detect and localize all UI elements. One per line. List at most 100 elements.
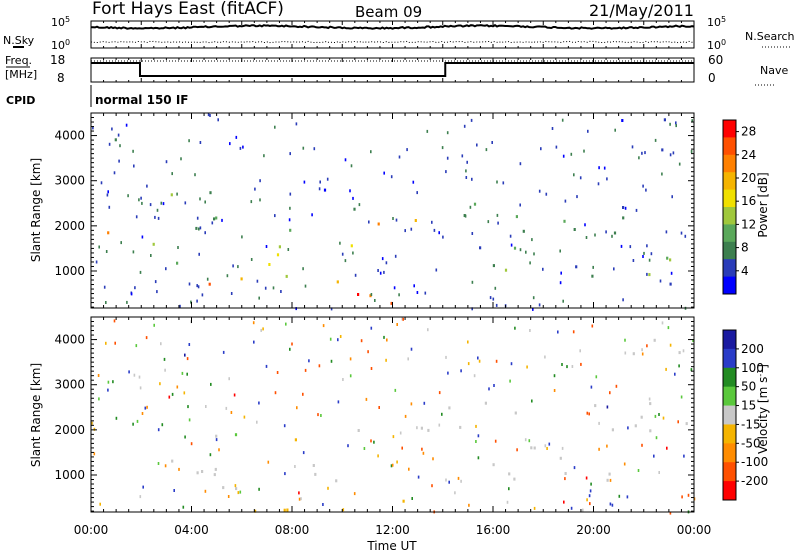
noise-cell — [445, 355, 447, 359]
colorbar-segment — [723, 137, 736, 156]
noise-cell — [390, 175, 393, 179]
noise-cell — [494, 286, 497, 290]
noise-cell — [199, 197, 201, 201]
noise-cell — [228, 377, 230, 381]
noise-cell — [438, 231, 440, 235]
noise-cell — [551, 127, 554, 130]
echo-cell — [484, 401, 487, 405]
noise-cell — [586, 498, 588, 502]
noise-cell — [519, 162, 522, 166]
noise-cell — [662, 416, 665, 420]
colorbar-segment — [723, 154, 736, 173]
noise-cell — [267, 460, 270, 464]
x-tick-label: 00:00 — [677, 523, 712, 537]
noise-cell — [478, 359, 481, 363]
noise-cell — [510, 362, 513, 366]
noise-cell — [209, 114, 211, 117]
noise-cell — [655, 436, 658, 440]
noise-cell — [468, 503, 470, 507]
noise-cell — [186, 357, 189, 361]
noise-cell — [92, 126, 94, 130]
noise-cell — [327, 486, 329, 490]
x-tick-label: 12:00 — [375, 523, 410, 537]
noise-cell — [603, 166, 606, 170]
noise-cell — [466, 160, 468, 164]
noise-cell — [446, 131, 449, 135]
noise-cell — [272, 286, 275, 290]
noise-cell — [508, 487, 510, 491]
noise-cell — [401, 446, 403, 450]
noise-cell — [133, 373, 136, 377]
noise-cell — [113, 171, 116, 175]
noise-cell — [627, 426, 629, 430]
colorbar-tick-label: 50 — [741, 380, 756, 394]
noise-cell — [570, 506, 573, 510]
noise-cell — [289, 192, 292, 196]
noise-cell — [252, 321, 255, 325]
noise-cell — [394, 254, 397, 258]
noise-cell — [103, 285, 106, 289]
noise-cell — [132, 422, 134, 426]
noise-cell — [509, 379, 511, 383]
noise-cell — [533, 252, 535, 256]
noise-cell — [311, 213, 313, 217]
noise-cell — [423, 401, 426, 405]
noise-cell — [392, 435, 395, 439]
noise-cell — [410, 402, 413, 406]
noise-cell — [204, 489, 207, 493]
velocity-panel: 1000 2000 3000 4000 00:00 04:00 08:00 12:00 16:0… — [29, 316, 712, 553]
noise-cell — [383, 270, 385, 274]
noise-cell — [274, 214, 276, 218]
noise-cell — [582, 508, 584, 512]
noise-cell — [209, 453, 212, 457]
cpid-label: CPID — [6, 94, 35, 107]
nsearch-trace — [90, 40, 695, 44]
nsky-trace — [90, 24, 695, 30]
noise-cell — [626, 495, 629, 499]
echo-cell — [215, 434, 218, 438]
noise-cell — [562, 299, 564, 303]
echo-cell — [414, 219, 417, 222]
echo-cell — [353, 207, 356, 211]
echo-cell — [669, 258, 672, 262]
noise-cell — [206, 277, 209, 281]
noise-cell — [179, 304, 181, 308]
noise-cell — [285, 322, 287, 326]
noise-cell — [563, 500, 565, 504]
colorbar-segment — [723, 224, 736, 243]
noise-cell — [624, 206, 627, 210]
noise-cell — [585, 476, 588, 480]
noise-cell — [370, 367, 373, 370]
noise-cell — [564, 477, 566, 481]
noise-cell — [529, 329, 531, 332]
noise-cell — [413, 284, 415, 288]
colorbar-tick-label: 20 — [741, 171, 756, 185]
noise-cell — [396, 323, 398, 326]
noise-cell — [595, 375, 598, 379]
echo-cell — [107, 231, 110, 235]
noise-cell — [404, 229, 406, 233]
echo-cell — [176, 261, 179, 265]
echo-cell — [420, 426, 423, 430]
noise-cell — [687, 493, 690, 497]
noise-cell — [680, 231, 683, 235]
noise-cell — [377, 269, 379, 272]
noise-cell — [642, 184, 644, 188]
noise-cell — [221, 218, 223, 222]
noise-cell — [690, 368, 693, 372]
noise-cell — [140, 196, 142, 200]
noise-cell — [160, 201, 163, 205]
noise-cell — [615, 384, 618, 388]
noise-cell — [108, 142, 111, 146]
noise-cell — [461, 154, 464, 158]
noise-cell — [391, 463, 394, 467]
noise-cell — [519, 248, 522, 252]
noise-cell — [342, 508, 345, 512]
noise-cell — [422, 451, 425, 455]
noise-cell — [624, 351, 627, 355]
noise-cell — [416, 191, 418, 195]
noise-cell — [133, 164, 135, 168]
noise-cell — [489, 296, 492, 300]
echo-cell — [213, 217, 216, 221]
noise-cell — [410, 347, 413, 351]
